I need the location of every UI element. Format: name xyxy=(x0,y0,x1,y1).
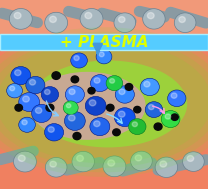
Circle shape xyxy=(114,108,135,127)
Circle shape xyxy=(32,104,52,122)
Circle shape xyxy=(140,78,159,96)
Circle shape xyxy=(114,13,136,33)
Circle shape xyxy=(168,90,186,107)
Circle shape xyxy=(90,75,109,92)
Circle shape xyxy=(85,96,106,115)
Bar xyxy=(0,34,208,50)
Circle shape xyxy=(18,155,25,161)
Circle shape xyxy=(113,129,120,136)
Circle shape xyxy=(26,76,45,94)
Circle shape xyxy=(71,53,87,68)
Circle shape xyxy=(66,104,71,108)
Circle shape xyxy=(165,114,171,119)
Ellipse shape xyxy=(0,27,208,177)
Circle shape xyxy=(45,12,68,33)
Circle shape xyxy=(50,161,56,167)
Circle shape xyxy=(131,151,152,171)
Circle shape xyxy=(149,105,154,110)
Circle shape xyxy=(41,87,59,102)
Circle shape xyxy=(119,89,125,94)
Circle shape xyxy=(77,155,83,161)
Circle shape xyxy=(71,76,79,83)
Circle shape xyxy=(144,81,150,87)
Circle shape xyxy=(9,9,32,29)
Circle shape xyxy=(10,86,15,91)
Circle shape xyxy=(134,106,141,113)
Circle shape xyxy=(132,122,137,127)
Circle shape xyxy=(80,9,103,29)
Ellipse shape xyxy=(29,60,187,147)
Circle shape xyxy=(45,89,50,94)
Circle shape xyxy=(73,132,81,140)
Circle shape xyxy=(11,67,31,85)
Circle shape xyxy=(64,112,85,130)
Circle shape xyxy=(179,17,185,22)
Circle shape xyxy=(85,12,92,19)
Circle shape xyxy=(7,84,22,98)
Circle shape xyxy=(161,111,180,128)
Circle shape xyxy=(14,12,21,19)
Circle shape xyxy=(99,52,104,57)
Circle shape xyxy=(90,118,110,136)
Bar xyxy=(0,0,208,34)
Circle shape xyxy=(147,13,154,19)
Circle shape xyxy=(35,108,42,113)
Circle shape xyxy=(183,152,204,171)
Circle shape xyxy=(68,115,75,121)
Circle shape xyxy=(187,156,194,161)
Circle shape xyxy=(94,78,100,83)
Circle shape xyxy=(15,70,21,76)
Circle shape xyxy=(118,111,125,117)
Circle shape xyxy=(103,156,126,177)
Ellipse shape xyxy=(0,32,208,172)
Circle shape xyxy=(125,84,133,90)
Text: + PLASMA: + PLASMA xyxy=(60,35,148,50)
Circle shape xyxy=(155,157,178,177)
Circle shape xyxy=(143,9,165,29)
Circle shape xyxy=(106,76,123,91)
Circle shape xyxy=(65,86,84,103)
Circle shape xyxy=(50,16,56,22)
Circle shape xyxy=(72,151,94,172)
Circle shape xyxy=(171,114,178,120)
Circle shape xyxy=(129,119,146,135)
Circle shape xyxy=(94,121,100,127)
Circle shape xyxy=(45,124,64,141)
Circle shape xyxy=(174,13,196,33)
Circle shape xyxy=(89,100,96,106)
Circle shape xyxy=(110,79,115,83)
Circle shape xyxy=(106,104,114,111)
Circle shape xyxy=(119,17,125,22)
Circle shape xyxy=(23,96,29,102)
Circle shape xyxy=(160,161,167,167)
Circle shape xyxy=(63,101,78,115)
Circle shape xyxy=(19,117,35,132)
Circle shape xyxy=(14,151,36,172)
Circle shape xyxy=(145,102,163,118)
Circle shape xyxy=(69,89,75,94)
Circle shape xyxy=(19,93,40,112)
Circle shape xyxy=(22,120,27,125)
Circle shape xyxy=(88,88,95,94)
Circle shape xyxy=(108,160,115,166)
Circle shape xyxy=(29,80,36,85)
Circle shape xyxy=(115,86,134,103)
Circle shape xyxy=(171,93,177,98)
Circle shape xyxy=(52,72,60,79)
Circle shape xyxy=(15,104,22,111)
Circle shape xyxy=(46,104,54,111)
Circle shape xyxy=(74,56,79,60)
Ellipse shape xyxy=(0,36,208,168)
Ellipse shape xyxy=(0,41,208,163)
Circle shape xyxy=(154,123,162,130)
Ellipse shape xyxy=(29,72,146,140)
Circle shape xyxy=(96,50,112,64)
Circle shape xyxy=(135,155,142,161)
Circle shape xyxy=(45,157,67,177)
Circle shape xyxy=(48,127,54,132)
